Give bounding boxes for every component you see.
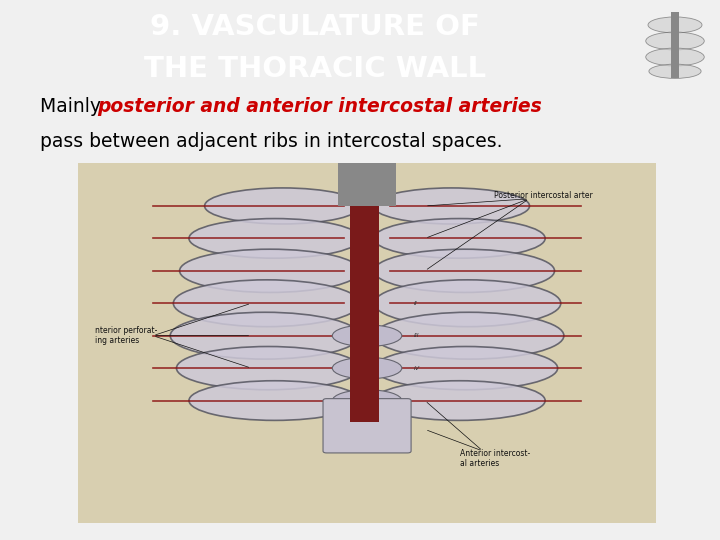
Bar	[338, 163, 396, 206]
Ellipse shape	[374, 347, 558, 390]
Text: IV: IV	[413, 366, 420, 370]
Ellipse shape	[176, 347, 360, 390]
Text: nterior perforat-
ing arteries: nterior perforat- ing arteries	[95, 326, 158, 346]
Ellipse shape	[648, 17, 702, 33]
Text: II: II	[413, 301, 417, 306]
Text: Posterior intercostal arter: Posterior intercostal arter	[495, 191, 593, 200]
Text: Anterior intercost-
al arteries: Anterior intercost- al arteries	[459, 449, 530, 468]
Ellipse shape	[374, 312, 564, 359]
Ellipse shape	[649, 64, 701, 78]
Bar	[350, 177, 379, 422]
Bar	[78, 163, 657, 523]
Ellipse shape	[189, 219, 361, 258]
Ellipse shape	[333, 325, 402, 347]
Ellipse shape	[174, 280, 360, 327]
Ellipse shape	[374, 381, 545, 420]
Ellipse shape	[646, 32, 704, 50]
Ellipse shape	[373, 188, 529, 224]
Text: pass between adjacent ribs in intercostal spaces.: pass between adjacent ribs in intercosta…	[40, 132, 502, 151]
Text: THE THORACIC WALL: THE THORACIC WALL	[144, 56, 486, 84]
Ellipse shape	[374, 280, 561, 327]
Bar	[671, 11, 679, 78]
Ellipse shape	[333, 357, 402, 379]
Text: 9. VASCULATURE OF: 9. VASCULATURE OF	[150, 13, 480, 40]
Ellipse shape	[374, 249, 554, 293]
Ellipse shape	[170, 312, 360, 359]
Text: Mainly: Mainly	[40, 97, 107, 116]
Ellipse shape	[333, 418, 402, 440]
Ellipse shape	[333, 390, 402, 411]
Ellipse shape	[646, 48, 704, 66]
Text: III: III	[413, 333, 419, 338]
Ellipse shape	[204, 188, 361, 224]
FancyBboxPatch shape	[323, 399, 411, 453]
Text: posterior and anterior intercostal arteries: posterior and anterior intercostal arter…	[97, 97, 542, 116]
Ellipse shape	[179, 249, 360, 293]
Ellipse shape	[189, 381, 361, 420]
Ellipse shape	[374, 219, 545, 258]
